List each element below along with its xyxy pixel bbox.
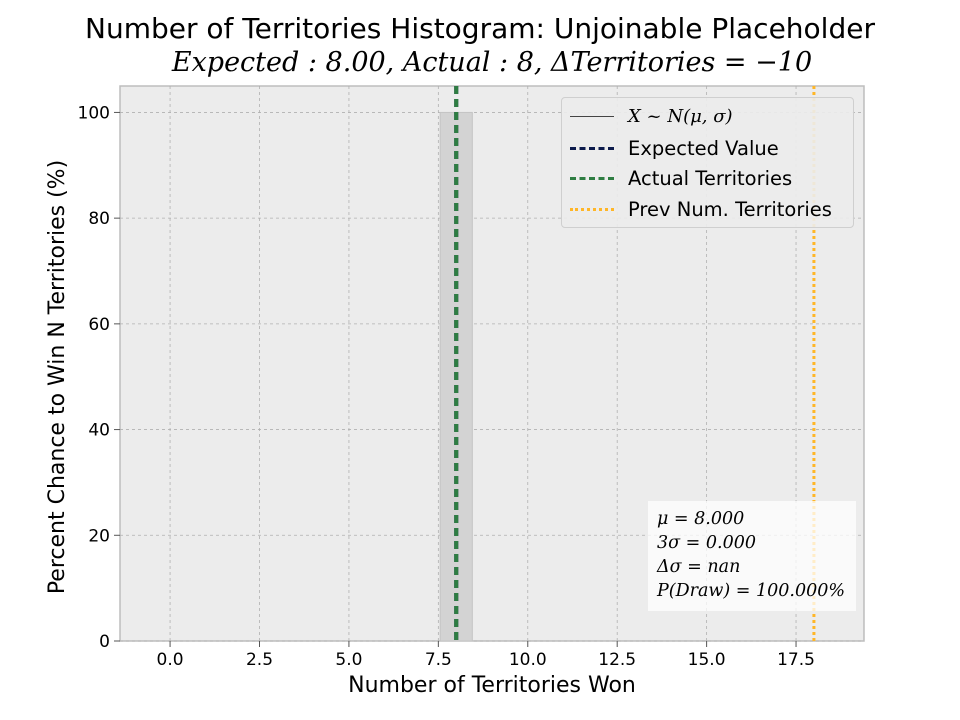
- legend-swatch-expected: [570, 146, 614, 150]
- legend-item-distribution: X ~ N(μ, σ): [570, 103, 733, 129]
- x-tick-label: 0.0: [157, 650, 184, 670]
- chart-title: Number of Territories Histogram: Unjoina…: [85, 12, 875, 45]
- stat-mean: μ = 8.000: [657, 509, 745, 529]
- legend-swatch-distribution: [570, 115, 614, 117]
- axis-ticks: 0.0 2.5 5.0 7.5 10.0 12.5 15.0 17.5 0 20 40 60 80 100: [78, 103, 815, 670]
- legend-swatch-previous: [570, 207, 614, 211]
- y-tick-label: 40: [88, 421, 110, 441]
- stat-three-sigma: 3σ = 0.000: [657, 533, 756, 553]
- x-tick-label: 12.5: [598, 650, 636, 670]
- legend: X ~ N(μ, σ) Expected Value Actual Territ…: [561, 97, 854, 228]
- x-tick-label: 15.0: [688, 650, 726, 670]
- y-tick-label: 20: [88, 526, 110, 546]
- legend-swatch-actual: [570, 176, 614, 180]
- x-tick-label: 7.5: [425, 650, 452, 670]
- x-tick-label: 17.5: [777, 650, 815, 670]
- y-tick-label: 100: [78, 103, 110, 123]
- x-tick-label: 5.0: [335, 650, 362, 670]
- stat-delta-sigma: Δσ = nan: [657, 557, 741, 577]
- legend-label-previous: Prev Num. Territories: [628, 197, 832, 221]
- stat-p-draw: P(Draw) = 100.000%: [657, 581, 846, 601]
- x-axis-label: Number of Territories Won: [348, 673, 636, 698]
- y-tick-label: 80: [88, 209, 110, 229]
- legend-item-actual: Actual Territories: [570, 165, 792, 191]
- y-tick-label: 60: [88, 315, 110, 335]
- stats-box: μ = 8.000 3σ = 0.000 Δσ = nan P(Draw) = …: [648, 501, 856, 611]
- x-tick-label: 10.0: [509, 650, 547, 670]
- legend-label-expected: Expected Value: [628, 136, 779, 160]
- chart-subtitle: Expected : 8.00, Actual : 8, ΔTerritorie…: [171, 47, 813, 78]
- x-tick-label: 2.5: [246, 650, 273, 670]
- y-tick-label: 0: [99, 632, 110, 652]
- legend-item-expected: Expected Value: [570, 135, 779, 161]
- legend-label-distribution: X ~ N(μ, σ): [628, 105, 733, 127]
- y-axis-label: Percent Chance to Win N Territories (%): [45, 159, 70, 595]
- legend-item-previous: Prev Num. Territories: [570, 196, 832, 222]
- legend-label-actual: Actual Territories: [628, 166, 793, 190]
